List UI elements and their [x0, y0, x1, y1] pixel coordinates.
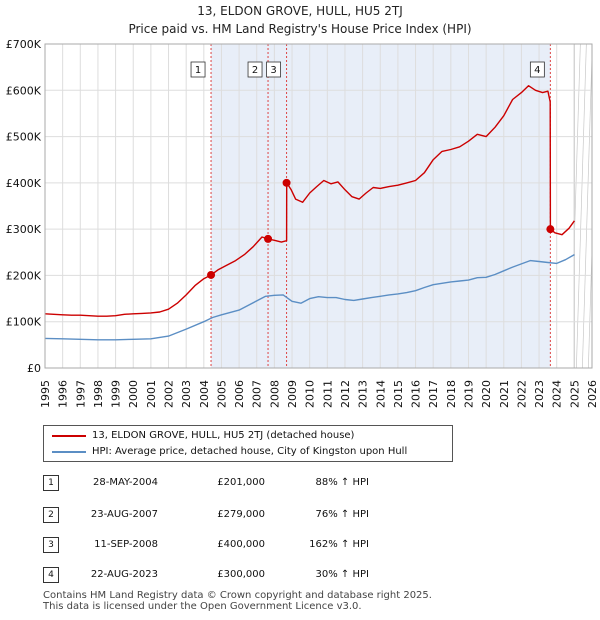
x-tick-label: 2001 — [145, 380, 158, 408]
property-price-line — [44, 85, 575, 317]
x-tick-label: 2000 — [127, 380, 140, 408]
x-tick-label: 2009 — [286, 380, 299, 408]
transaction-price: £400,000 — [217, 539, 265, 550]
legend-label-property: 13, ELDON GROVE, HULL, HU5 2TJ (detached… — [92, 430, 355, 441]
x-tick-label: 2021 — [498, 380, 511, 408]
y-tick-label: £700K — [6, 38, 42, 51]
transaction-hpi: 76% ↑ HPI — [315, 509, 369, 520]
x-tick-label: 2016 — [410, 380, 423, 408]
legend-swatch-hpi — [52, 451, 86, 453]
transaction-number: 3 — [43, 537, 59, 553]
transaction-date: 11-SEP-2008 — [94, 539, 158, 550]
x-tick-label: 1999 — [110, 380, 123, 408]
x-tick-label: 1995 — [39, 380, 52, 408]
y-tick-label: £300K — [6, 223, 42, 236]
transaction-date: 23-AUG-2007 — [90, 509, 158, 520]
footer-copyright: Contains HM Land Registry data © Crown c… — [43, 590, 432, 601]
x-tick-label: 2002 — [163, 380, 176, 408]
x-tick-label: 1996 — [57, 380, 70, 408]
x-tick-label: 2018 — [445, 380, 458, 408]
x-tick-label: 2024 — [551, 380, 564, 408]
sale-label: 3 — [270, 65, 276, 76]
x-tick-label: 2012 — [339, 380, 352, 408]
x-tick-label: 2015 — [392, 380, 405, 408]
x-tick-label: 2023 — [533, 380, 546, 408]
transaction-number: 4 — [43, 567, 59, 583]
x-tick-label: 2006 — [233, 380, 246, 408]
transaction-hpi: 162% ↑ HPI — [309, 539, 369, 550]
legend-swatch-property — [52, 435, 86, 437]
x-tick-label: 2007 — [251, 380, 264, 408]
sale-point — [546, 225, 555, 234]
footer: Contains HM Land Registry data © Crown c… — [43, 590, 432, 612]
x-tick-label: 2019 — [462, 380, 475, 408]
sale-label-box — [529, 61, 545, 78]
x-tick-label: 2011 — [321, 380, 334, 408]
footer-licence: This data is licensed under the Open Gov… — [43, 601, 362, 612]
x-tick-label: 2010 — [304, 380, 317, 408]
y-tick-label: £100K — [6, 316, 42, 329]
transaction-price: £201,000 — [217, 477, 265, 488]
x-tick-label: 2004 — [198, 380, 211, 408]
transaction-hpi: 30% ↑ HPI — [315, 569, 369, 580]
transaction-date: 28-MAY-2004 — [92, 477, 158, 488]
y-tick-label: £200K — [6, 269, 42, 282]
x-tick-label: 2003 — [180, 380, 193, 408]
plot-border — [44, 43, 593, 369]
chart-subtitle: Price paid vs. HM Land Registry's House … — [128, 22, 472, 36]
chart-title: 13, ELDON GROVE, HULL, HU5 2TJ — [197, 4, 403, 18]
y-tick-label: £0 — [27, 362, 41, 375]
sale-label: 1 — [195, 65, 201, 76]
x-tick-label: 2025 — [568, 380, 581, 408]
x-tick-label: 2026 — [586, 380, 599, 408]
x-tick-label: 2014 — [374, 380, 387, 408]
future-hatch — [582, 44, 593, 368]
hpi-line — [44, 253, 575, 341]
sale-label: 2 — [252, 65, 258, 76]
transaction-price: £279,000 — [217, 509, 265, 520]
sale-label: 4 — [534, 65, 540, 76]
y-tick-label: £500K — [6, 131, 42, 144]
sale-point — [282, 178, 291, 187]
y-tick-label: £400K — [6, 177, 42, 190]
sale-label-box — [266, 61, 281, 78]
sale-point — [264, 234, 273, 243]
future-hatch — [576, 44, 587, 368]
x-tick-label: 2022 — [515, 380, 528, 408]
x-tick-label: 1997 — [74, 380, 87, 408]
future-hatch — [574, 44, 581, 250]
transaction-date: 22-AUG-2023 — [90, 569, 158, 580]
sale-label-box — [247, 61, 263, 78]
transaction-price: £300,000 — [217, 569, 265, 580]
sale-point — [207, 270, 216, 279]
x-tick-label: 2017 — [427, 380, 440, 408]
future-region — [574, 44, 592, 368]
x-tick-label: 2020 — [480, 380, 493, 408]
y-tick-label: £600K — [6, 84, 42, 97]
transaction-hpi: 88% ↑ HPI — [315, 477, 369, 488]
price-chart: 1 2 3 4 £0 £100K £200K £300K £400K £500K £600K £700… — [6, 38, 599, 408]
future-hatch — [588, 238, 593, 368]
legend-label-hpi: HPI: Average price, detached house, City… — [92, 446, 408, 457]
legend: 13, ELDON GROVE, HULL, HU5 2TJ (detached… — [43, 425, 453, 462]
transaction-number: 1 — [43, 475, 59, 491]
transaction-number: 2 — [43, 507, 59, 523]
x-tick-label: 1998 — [92, 380, 105, 408]
sale-label-box — [190, 61, 206, 78]
x-tick-label: 2013 — [357, 380, 370, 408]
x-tick-label: 2005 — [215, 380, 228, 408]
x-tick-label: 2008 — [268, 380, 281, 408]
